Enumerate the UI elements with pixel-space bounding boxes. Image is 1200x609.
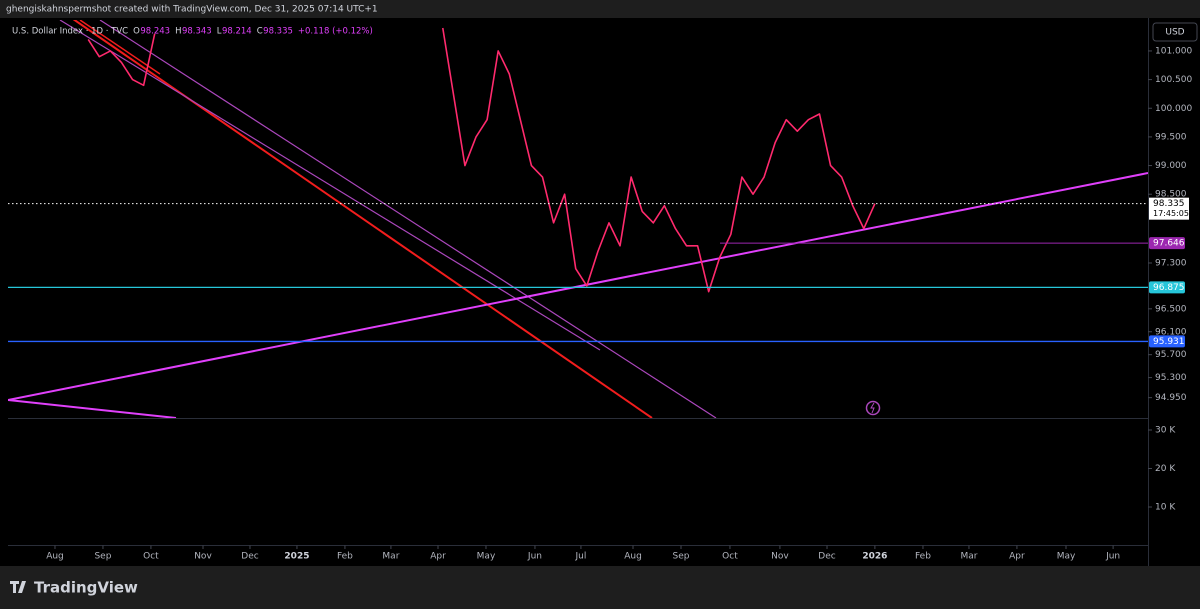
x-tick-label: Mar — [960, 552, 977, 562]
x-tick-label: Mar — [382, 552, 399, 562]
legend-text: +0.118 (+0.12%) — [298, 27, 373, 37]
x-tick-label: Sep — [673, 552, 690, 562]
y-tick-label: 95.300 — [1155, 373, 1187, 383]
level-label-bg — [1149, 281, 1185, 294]
currency-box[interactable] — [1152, 22, 1198, 42]
y-tick-label: 98.500 — [1155, 190, 1187, 200]
x-tick-label: Apr — [1009, 552, 1025, 562]
y-tick-label: 96.500 — [1155, 304, 1187, 314]
y-tick-label: 101.000 — [1155, 46, 1192, 56]
drawings — [8, 20, 1148, 418]
footer-brand: TradingView — [34, 579, 138, 597]
legend-text: O — [133, 27, 140, 37]
x-tick-label: May — [477, 552, 496, 562]
y-tick-label: 97.300 — [1155, 258, 1187, 268]
legend-text: 98.343 — [182, 27, 212, 37]
currency-label: USD — [1165, 28, 1184, 38]
level-label: 95.931 — [1153, 337, 1185, 347]
x-tick-label: Sep — [94, 552, 111, 562]
volume-tick-label: 30 K — [1155, 426, 1176, 436]
legend-text: H — [175, 27, 181, 37]
level-label-bg — [1149, 335, 1185, 348]
header-bar — [0, 0, 1200, 18]
y-tick-label: 95.700 — [1155, 350, 1187, 360]
x-tick-label: Oct — [143, 552, 159, 562]
x-tick-label: Aug — [46, 552, 64, 562]
header-text: ghengiskahnspermshot created with Tradin… — [6, 5, 378, 15]
x-tick-label: Oct — [722, 552, 738, 562]
trend-line — [8, 399, 177, 418]
trend-line — [59, 20, 601, 351]
price-line — [87, 27, 876, 293]
x-tick-label: Jul — [575, 552, 587, 562]
legend-text: U.S. Dollar Index · 1D · TVC — [12, 27, 128, 37]
x-tick-label: Apr — [430, 552, 446, 562]
x-tick-label: Jun — [527, 552, 542, 562]
trend-line — [99, 20, 717, 418]
level-label-bg — [1149, 237, 1185, 250]
legend-text: 98.214 — [222, 27, 252, 37]
y-tick-label: 99.000 — [1155, 161, 1187, 171]
level-label: 97.646 — [1153, 239, 1185, 249]
current-price-bg — [1149, 197, 1189, 220]
replay-icon[interactable] — [865, 400, 881, 416]
tv-logo — [10, 581, 26, 593]
y-tick-label: 96.100 — [1155, 327, 1187, 337]
x-tick-label: 2025 — [284, 552, 309, 562]
y-tick-label: 99.500 — [1155, 132, 1187, 142]
x-tick-label: 2026 — [862, 552, 887, 562]
level-label: 96.875 — [1153, 283, 1185, 293]
legend-text: L — [217, 27, 222, 37]
x-tick-label: Nov — [771, 552, 789, 562]
legend-text: 98.335 — [263, 27, 293, 37]
y-tick-label: 94.950 — [1155, 393, 1187, 403]
x-tick-label: Dec — [241, 552, 258, 562]
x-tick-label: Dec — [818, 552, 835, 562]
volume-tick-label: 20 K — [1155, 464, 1176, 474]
x-tick-label: Feb — [337, 552, 353, 562]
legend: U.S. Dollar Index · 1D · TVC O 98.243 H 98.3… — [12, 27, 373, 37]
x-tick-label: May — [1057, 552, 1076, 562]
x-tick-label: Feb — [915, 552, 931, 562]
current-price-label: 98.335 — [1153, 199, 1185, 209]
legend-text: 98.243 — [140, 27, 170, 37]
x-tick-label: Jun — [1105, 552, 1120, 562]
y-tick-label: 100.500 — [1155, 75, 1192, 85]
trend-line — [79, 20, 161, 75]
trend-line — [8, 172, 1148, 401]
x-tick-label: Aug — [624, 552, 642, 562]
trend-line — [72, 20, 653, 418]
countdown-label: 17:45:05 — [1153, 209, 1189, 218]
y-tick-label: 100.000 — [1155, 104, 1192, 114]
legend-text: C — [257, 27, 263, 37]
x-tick-label: Nov — [194, 552, 212, 562]
footer-bar — [0, 566, 1200, 609]
volume-tick-label: 10 K — [1155, 503, 1176, 513]
